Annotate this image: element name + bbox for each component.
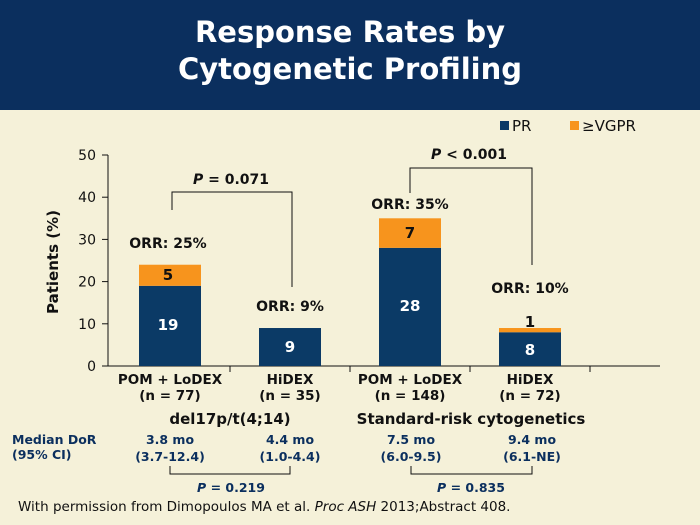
dor-bracket [410, 466, 533, 475]
dor-p-value: P = 0.835 [437, 480, 505, 495]
dor-ci: (6.0-9.5) [381, 449, 442, 464]
x-category-n: (n = 35) [259, 388, 320, 404]
p-value-bracket [171, 191, 293, 287]
x-category-label: HiDEX [507, 372, 554, 388]
title-line-2: Cytogenetic Profiling [177, 52, 523, 86]
data-label-vgpr: 1 [525, 313, 535, 331]
group-label: del17p/t(4;14) [169, 410, 290, 428]
x-category-n: (n = 77) [139, 388, 200, 404]
bar-pr [259, 328, 321, 366]
x-category-label: POM + LoDEX [358, 372, 463, 388]
orr-label: ORR: 35% [371, 197, 448, 213]
title-banner: Response Rates by Cytogenetic Profiling [0, 0, 700, 110]
citation-journal: Proc ASH [314, 499, 377, 515]
data-label-pr: 19 [158, 316, 179, 334]
y-tick-label: 30 [78, 232, 96, 248]
dor-value: 7.5 mo [387, 432, 436, 447]
x-category-n: (n = 72) [499, 388, 560, 404]
title-line-1: Response Rates by [194, 15, 506, 49]
data-label-pr: 9 [285, 338, 295, 356]
bar-pr [139, 285, 201, 366]
citation-prefix: With permission from Dimopoulos MA et al… [18, 499, 315, 515]
y-tick-label: 20 [78, 275, 96, 291]
data-label-pr: 28 [400, 297, 421, 315]
p-value-label: P = 0.071 [193, 172, 269, 188]
dor-row-label: (95% CI) [12, 447, 72, 462]
bar-pr [499, 332, 561, 366]
citation-suffix: 2013;Abstract 408. [376, 499, 511, 515]
data-label-vgpr: 7 [405, 224, 415, 242]
dor-ci: (6.1-NE) [503, 449, 561, 464]
legend-swatch-vgpr [570, 121, 579, 130]
p-value-bracket [409, 167, 533, 265]
slide-title: Response Rates by Cytogenetic Profiling [0, 14, 700, 88]
dor-ci: (3.7-12.4) [135, 449, 205, 464]
bar-pr [379, 247, 441, 366]
dor-value: 3.8 mo [146, 432, 195, 447]
orr-label: ORR: 25% [129, 236, 206, 252]
x-category-n: (n = 148) [375, 388, 446, 404]
orr-label: ORR: 10% [491, 281, 568, 297]
y-tick-label: 10 [78, 317, 96, 333]
y-tick-label: 0 [87, 359, 96, 375]
dor-bracket [169, 466, 291, 475]
y-tick-label: 50 [78, 148, 96, 164]
dor-ci: (1.0-4.4) [260, 449, 321, 464]
p-value-label: P < 0.001 [431, 147, 507, 163]
group-label: Standard-risk cytogenetics [357, 410, 586, 428]
bar-vgpr [139, 264, 201, 286]
orr-label: ORR: 9% [256, 299, 324, 315]
bar-vgpr [379, 218, 441, 248]
bar-vgpr [499, 328, 561, 333]
x-category-label: HiDEX [267, 372, 314, 388]
citation-footer: With permission from Dimopoulos MA et al… [18, 499, 510, 515]
x-category-label: POM + LoDEX [118, 372, 223, 388]
y-tick-label: 40 [78, 190, 96, 206]
dor-value: 4.4 mo [266, 432, 315, 447]
legend-label-pr: PR [512, 117, 531, 135]
y-axis-label: Patients (%) [44, 210, 62, 314]
dor-value: 9.4 mo [508, 432, 557, 447]
legend-label-vgpr: ≥VGPR [582, 117, 636, 135]
dor-p-value: P = 0.219 [197, 480, 265, 495]
data-label-pr: 8 [525, 341, 535, 359]
dor-row-label: Median DoR [12, 432, 97, 447]
data-label-vgpr: 5 [163, 266, 173, 284]
legend-swatch-pr [500, 121, 509, 130]
